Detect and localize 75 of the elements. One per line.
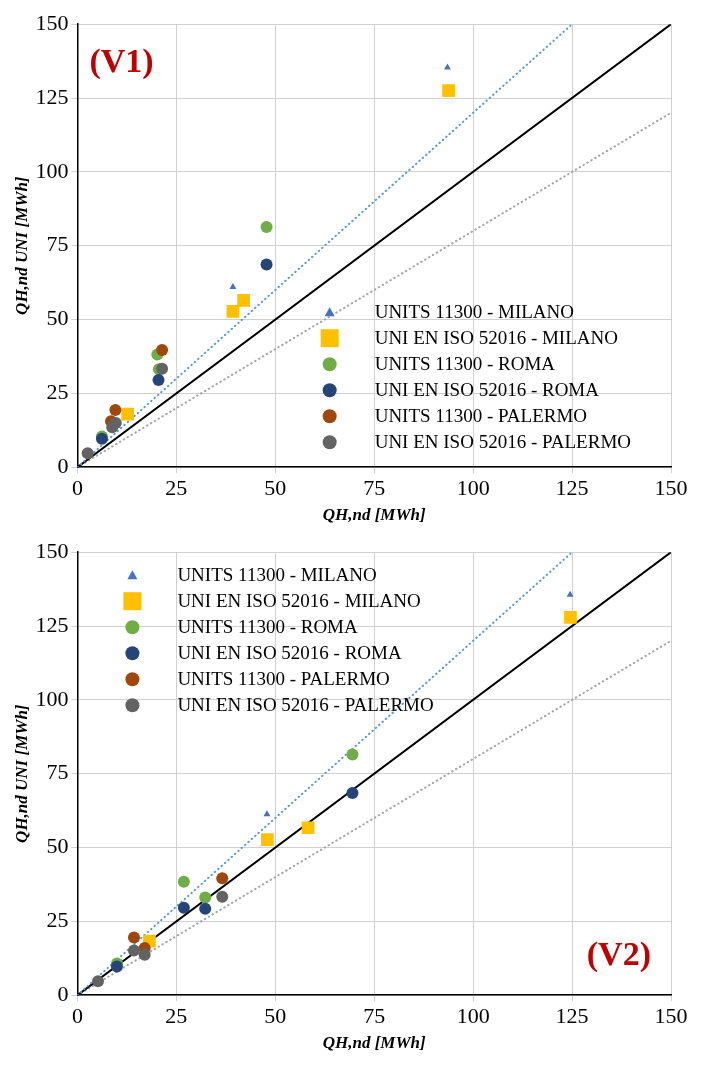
y-tick-label: 125 [35, 611, 69, 637]
legend-label: UNITS 11300 - ROMA [177, 616, 358, 638]
y-tick-label: 25 [46, 907, 69, 933]
y-tick-label: 50 [46, 833, 69, 859]
annotation: (V2) [586, 934, 651, 973]
annotation: (V1) [89, 41, 154, 80]
point [81, 447, 94, 460]
y-tick-label: 0 [57, 452, 69, 478]
x-tick-label: 100 [456, 1003, 490, 1029]
y-tick-label: 25 [46, 379, 69, 405]
legend-label: UNITS 11300 - PALERMO [374, 405, 588, 427]
x-tick-label: 100 [456, 475, 490, 501]
legend-label: UNI EN ISO 52016 - ROMA [177, 642, 402, 664]
point [199, 902, 212, 915]
point [138, 948, 151, 961]
legend-label: UNI EN ISO 52016 - MILANO [177, 590, 421, 612]
point [156, 343, 169, 356]
x-tick-label: 125 [555, 1003, 589, 1029]
point [127, 944, 140, 957]
point [237, 293, 250, 307]
x-tick-label: 25 [165, 1003, 188, 1029]
y-tick-label: 150 [35, 9, 69, 35]
legend-label: UNI EN ISO 52016 - PALERMO [374, 431, 632, 453]
point [106, 421, 119, 434]
y-tick-label: 75 [46, 231, 69, 257]
point [177, 901, 190, 914]
point [263, 810, 271, 817]
y-tick-label: 50 [46, 305, 69, 331]
point [566, 590, 574, 597]
legend-label: UNITS 11300 - ROMA [374, 353, 556, 375]
x-tick-label: 25 [165, 475, 188, 501]
point [442, 84, 455, 98]
point [346, 786, 359, 799]
x-tick-label: 150 [654, 1003, 688, 1029]
x-tick-label: 50 [264, 475, 287, 501]
legend-label: UNI EN ISO 52016 - PALERMO [177, 694, 434, 716]
point [109, 403, 122, 416]
point [199, 891, 212, 904]
x-axis-title: QH,nd [MWh] [322, 1033, 427, 1053]
x-axis-title: QH,nd [MWh] [322, 505, 427, 525]
y-axis-title: QH,nd UNI [MWh] [11, 176, 31, 315]
point [301, 821, 315, 835]
y-tick-label: 100 [35, 157, 69, 183]
x-tick-label: 75 [363, 1003, 386, 1029]
point [229, 283, 237, 290]
point [156, 362, 169, 375]
point [127, 931, 140, 944]
x-tick-label: 125 [555, 475, 589, 501]
point [152, 374, 165, 387]
y-axis-title: QH,nd UNI [MWh] [11, 704, 31, 843]
x-tick-label: 150 [654, 475, 688, 501]
legend-label: UNITS 11300 - MILANO [177, 564, 377, 586]
point [121, 407, 135, 421]
y-tick-label: 100 [35, 685, 69, 711]
point [260, 833, 274, 846]
legend-label: UNITS 11300 - PALERMO [177, 668, 390, 690]
point [91, 975, 104, 988]
point [346, 748, 359, 761]
legend-label: UNI EN ISO 52016 - MILANO [374, 327, 618, 349]
point [564, 611, 577, 624]
point [226, 304, 240, 318]
x-tick-label: 50 [264, 1003, 287, 1029]
y-tick-label: 75 [46, 759, 69, 785]
point [216, 872, 229, 885]
y-tick-label: 125 [35, 83, 69, 109]
point [216, 890, 229, 903]
y-tick-label: 0 [57, 980, 69, 1006]
legend-label: UNITS 11300 - MILANO [374, 301, 574, 323]
point [260, 221, 273, 234]
x-tick-label: 75 [363, 475, 386, 501]
point [260, 258, 273, 271]
point [443, 63, 451, 70]
point [177, 875, 190, 888]
y-tick-label: 150 [35, 537, 69, 563]
legend-label: UNI EN ISO 52016 - ROMA [374, 379, 600, 401]
